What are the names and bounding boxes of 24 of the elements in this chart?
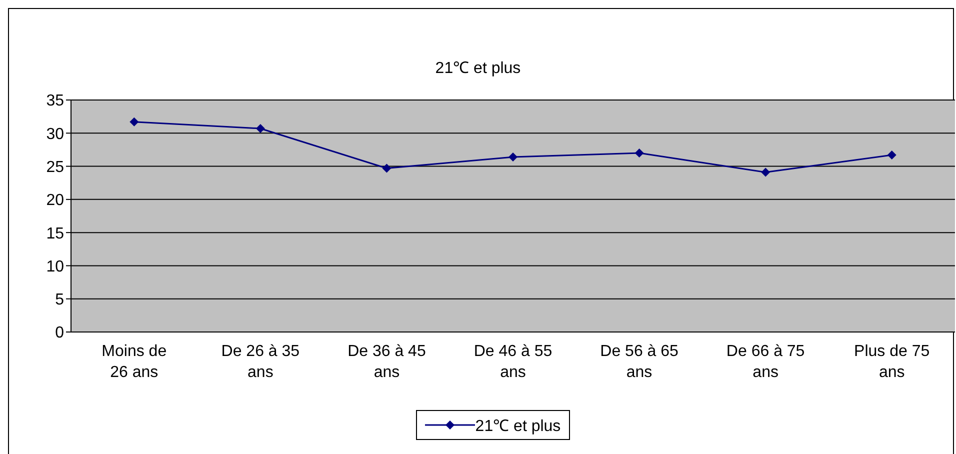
point [130,117,139,126]
x-tick-label: De 36 à 45 ans [348,343,426,381]
x-tick-label: De 56 à 65 ans [600,343,679,381]
x-tick-label: Plus de 75 ans [854,343,930,381]
x-tick-label: De 46 à 55 ans [474,343,552,381]
y-tick-label: 10 [46,258,64,276]
y-tick-label: 20 [46,192,64,210]
point [256,124,265,134]
y-tick-label: 30 [46,126,64,143]
y-tick-label: 25 [46,158,64,176]
x-tick-label: Moins de 26 ans [102,343,167,381]
x-tick-label: De 66 à 75 ans [726,343,805,381]
y-tick-label: 15 [46,225,64,242]
point [634,148,644,158]
point [382,164,392,173]
point [508,152,518,162]
x-tick-label: De 26 à 35 ans [221,343,300,381]
y-tick-label: 5 [55,292,64,309]
y-tick-label: 0 [55,324,64,342]
point [887,150,896,160]
legend-label: 21℃ et plus [475,417,561,436]
chart-title: 21℃ et plus [434,59,522,78]
point [761,168,770,177]
y-tick-label: 35 [46,92,64,110]
